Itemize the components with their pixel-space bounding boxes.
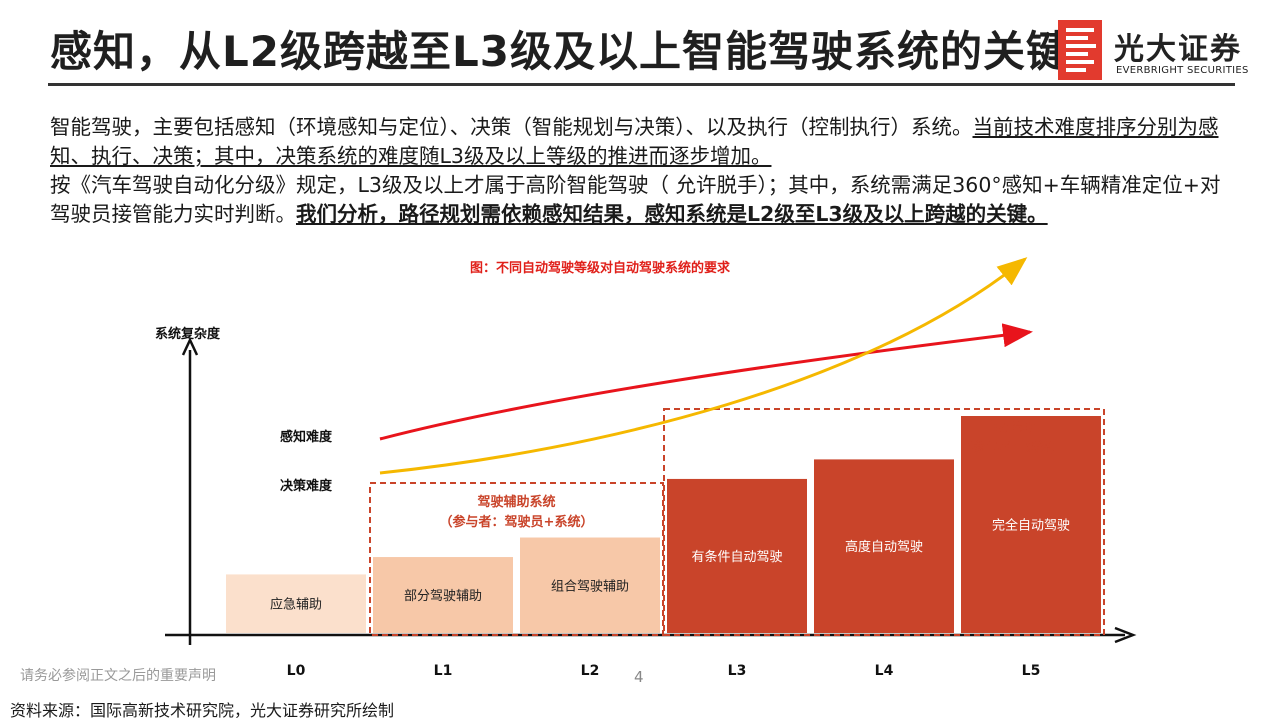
- perception-curve-label: 感知难度: [280, 429, 333, 445]
- group-subtitle-1: （参与者：驾驶员+系统）: [440, 514, 594, 530]
- level-bar-l3: [667, 478, 807, 633]
- level-tick-l5: L5: [1022, 663, 1041, 679]
- everbright-logo-icon: [1058, 20, 1102, 80]
- page-number: 4: [634, 668, 644, 686]
- source-note: 资料来源：国际高新技术研究院，光大证券研究所绘制: [10, 701, 395, 720]
- perception-difficulty-curve: [379, 323, 1033, 441]
- group-box-1: [369, 482, 664, 636]
- paragraph-2-plain: 按《汽车驾驶自动化分级》规定，L3级及以上才属于高阶智能驾驶（ 允许脱手）；其中…: [50, 173, 1221, 226]
- paragraph-1: 智能驾驶，主要包括感知（环境感知与定位）、决策（智能规划与决策）、以及执行（控制…: [50, 113, 1240, 171]
- group-subtitle-2: （参与者：系统）: [959, 440, 1063, 456]
- level-tick-l0: L0: [287, 663, 306, 679]
- level-bar-label-l1: 部分驾驶辅助: [404, 589, 482, 604]
- title-divider: [48, 83, 1235, 86]
- logo-chinese-name: 光大证券: [1114, 32, 1242, 67]
- paragraph-2: 按《汽车驾驶自动化分级》规定，L3级及以上才属于高阶智能驾驶（ 允许脱手）；其中…: [50, 171, 1240, 229]
- level-bar-l1: [373, 557, 513, 633]
- disclaimer-note: 请务必参阅正文之后的重要声明: [20, 668, 216, 684]
- level-bar-l0: [226, 574, 366, 633]
- decision-curve-label: 决策难度: [280, 478, 333, 494]
- level-bar-l5: [961, 416, 1101, 633]
- paragraph-2-conclusion: 我们分析，路径规划需依赖感知结果，感知系统是L2级至L3级及以上跨越的关键。: [296, 202, 1048, 226]
- autonomy-levels-diagram: 系统复杂度 感知难度 决策难度 应急辅助 部分驾驶辅助 组合驾驶辅助 有条件自动驾驶 高…: [155, 257, 1137, 679]
- level-tick-l1: L1: [434, 663, 453, 679]
- group-title-1: 驾驶辅助系统: [477, 494, 555, 510]
- level-bar-label-l2: 组合驾驶辅助: [551, 579, 629, 594]
- level-bar-label-l4: 高度自动驾驶: [845, 539, 923, 555]
- level-tick-l2: L2: [581, 663, 600, 679]
- decision-difficulty-curve: [379, 257, 1028, 475]
- group-box-2: [663, 408, 1105, 636]
- group-title-2: 自动驾驶: [985, 420, 1037, 436]
- logo-english-name: EVERBRIGHT SECURITIES: [1116, 65, 1249, 76]
- figure-title: 图：不同自动驾驶等级对自动驾驶系统的要求: [470, 261, 731, 276]
- paragraph-1-plain: 智能驾驶，主要包括感知（环境感知与定位）、决策（智能规划与决策）、以及执行（控制…: [50, 115, 973, 139]
- company-logo: 光大证券 EVERBRIGHT SECURITIES: [1058, 20, 1268, 84]
- body-text: 智能驾驶，主要包括感知（环境感知与定位）、决策（智能规划与决策）、以及执行（控制…: [50, 113, 1240, 229]
- level-bar-label-l5: 完全自动驾驶: [992, 518, 1070, 534]
- level-bar-l4: [814, 459, 954, 633]
- level-tick-l4: L4: [875, 663, 894, 679]
- x-axis-arrowhead: [1114, 626, 1137, 644]
- y-axis-label: 系统复杂度: [155, 326, 221, 342]
- paragraph-1-underlined: 当前技术难度排序分别为感知、执行、决策；其中，决策系统的难度随L3级及以上等级的…: [50, 115, 1219, 168]
- level-bar-l2: [520, 537, 660, 633]
- level-bar-label-l0: 应急辅助: [270, 597, 322, 613]
- level-tick-l3: L3: [728, 663, 747, 679]
- level-bar-label-l3: 有条件自动驾驶: [691, 549, 782, 565]
- y-axis-arrowhead: [181, 337, 199, 356]
- page-title: 感知，从L2级跨越至L3级及以上智能驾驶系统的关键: [50, 27, 1069, 76]
